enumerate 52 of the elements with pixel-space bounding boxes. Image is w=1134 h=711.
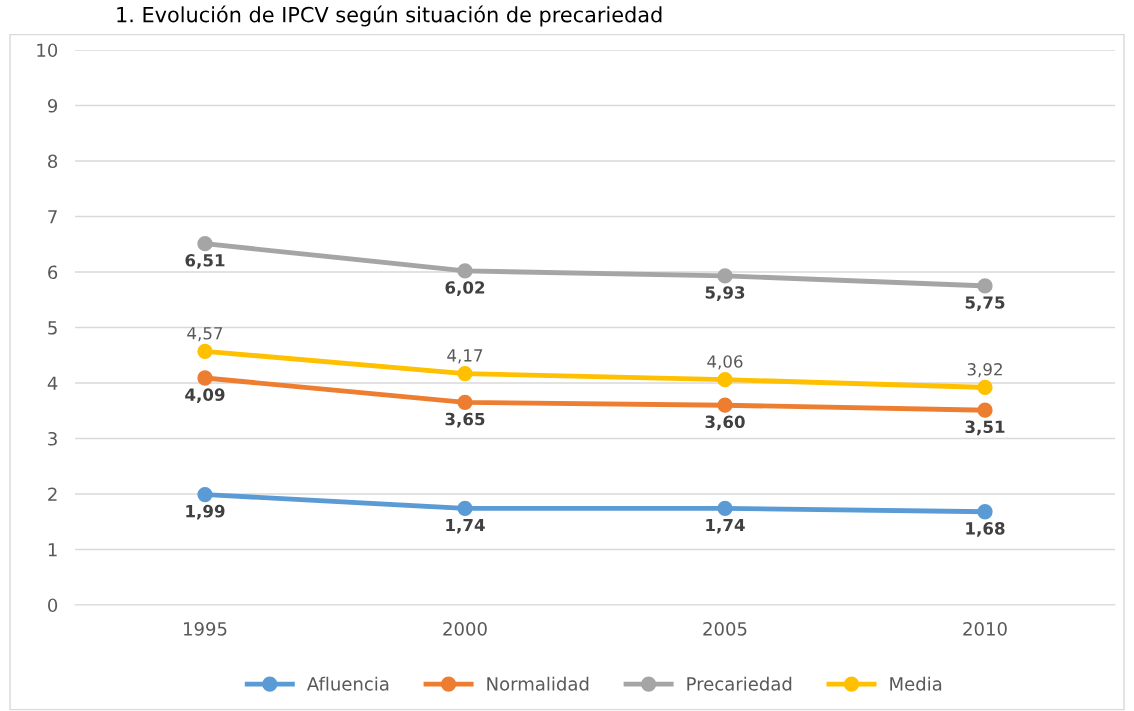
point [457,263,473,279]
point [717,500,733,517]
y-tick-label: 8 [48,154,58,169]
data-label: 3,65 [445,412,485,428]
y-tick-label: 5 [48,321,57,335]
y-tick-label: 1 [48,543,57,557]
point [457,365,473,382]
y-tick-label: 10 [37,43,58,58]
legend-label: Afluencia [306,676,389,691]
point [197,236,213,252]
data-label: 6,02 [445,281,485,296]
point [717,268,733,284]
y-tick-label: 2 [48,487,57,501]
x-tick-label: 1995 [184,621,227,636]
point [717,372,733,388]
legend-label: Precariedad [687,676,792,691]
y-tick-label: 4 [47,376,58,390]
data-label: 1,74 [706,518,745,534]
data-label: 3,60 [705,415,745,431]
point [457,394,473,411]
legend-label: Media [890,676,942,691]
y-tick-label: 7 [48,210,57,224]
point [197,486,213,503]
point [977,504,993,520]
point [197,343,213,360]
point [717,397,733,413]
y-tick-label: 3 [48,431,57,446]
x-tick-label: 2010 [963,621,1007,636]
point [977,278,993,294]
data-label: 4,06 [707,355,743,370]
data-label: 1,68 [966,522,1005,537]
data-label: 5,75 [965,296,1005,311]
x-tick-label: 2005 [703,621,747,636]
data-label: 3,92 [967,363,1002,378]
legend-label: Normalidad [487,676,589,691]
y-tick-label: 0 [48,598,58,613]
data-label: 4,57 [187,327,223,342]
data-label: 5,93 [705,286,745,301]
data-label: 1,99 [186,504,225,520]
x-tick-label: 2000 [443,621,487,636]
data-label: 6,51 [185,254,225,269]
point [457,500,473,517]
y-tick-label: 9 [47,98,58,113]
y-tick-label: 6 [48,265,58,280]
data-label: 4,17 [447,349,483,364]
point [197,370,213,386]
data-label: 1,74 [446,518,485,534]
point [977,379,993,396]
chart-title: 1. Evolución de IPCV según situación de precariedad [117,5,662,27]
data-label: 4,09 [185,388,225,404]
data-label: 3,51 [965,420,1005,436]
point [977,402,993,418]
